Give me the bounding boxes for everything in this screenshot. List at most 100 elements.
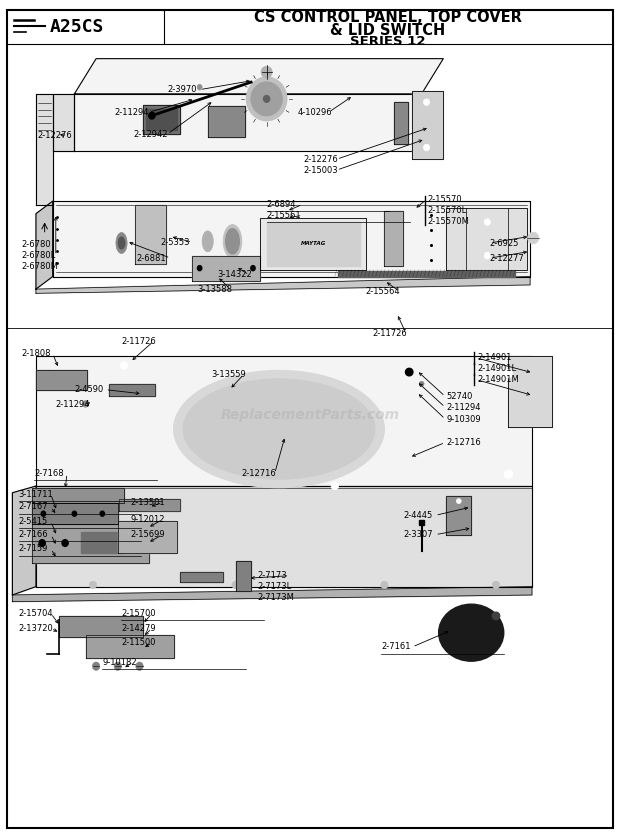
Text: 4-10296: 4-10296 [298, 108, 332, 116]
Polygon shape [384, 211, 403, 266]
Ellipse shape [197, 85, 202, 91]
Text: CS CONTROL PANEL, TOP COVER: CS CONTROL PANEL, TOP COVER [254, 10, 521, 25]
Polygon shape [32, 524, 149, 563]
Text: 52740: 52740 [446, 392, 473, 401]
Text: A25CS: A25CS [50, 18, 104, 36]
Polygon shape [12, 587, 532, 602]
Polygon shape [74, 94, 422, 151]
Text: 3-11711: 3-11711 [19, 490, 53, 499]
Text: 2-15700: 2-15700 [121, 609, 156, 618]
Ellipse shape [118, 237, 125, 249]
Text: 2-15570: 2-15570 [428, 195, 463, 204]
Text: 2-15564: 2-15564 [366, 287, 401, 296]
Text: 2-11726: 2-11726 [121, 337, 156, 345]
Text: 2-1808: 2-1808 [22, 349, 51, 358]
Polygon shape [143, 105, 180, 134]
Ellipse shape [331, 483, 339, 489]
Polygon shape [81, 532, 124, 553]
Polygon shape [135, 205, 166, 264]
Ellipse shape [174, 370, 384, 488]
Text: 2-7173M: 2-7173M [257, 593, 294, 602]
Text: 2-7173L: 2-7173L [257, 582, 291, 591]
Ellipse shape [423, 99, 430, 106]
Text: 2-14901M: 2-14901M [477, 375, 519, 384]
Ellipse shape [39, 540, 45, 546]
Text: 2-13720: 2-13720 [19, 624, 53, 633]
Polygon shape [394, 102, 408, 144]
Text: 2-5353: 2-5353 [160, 238, 190, 246]
Polygon shape [36, 370, 87, 390]
Ellipse shape [251, 82, 282, 116]
Ellipse shape [62, 540, 68, 546]
Ellipse shape [198, 266, 202, 271]
Ellipse shape [484, 219, 490, 225]
Text: 3-14322: 3-14322 [217, 271, 252, 279]
Ellipse shape [89, 582, 97, 588]
Polygon shape [236, 561, 251, 591]
Text: 2-7161: 2-7161 [381, 643, 411, 651]
Ellipse shape [116, 233, 127, 254]
Polygon shape [338, 271, 515, 277]
Text: 2-12277: 2-12277 [490, 254, 525, 262]
Polygon shape [119, 499, 180, 511]
Ellipse shape [528, 232, 539, 244]
Text: 2-6925: 2-6925 [490, 239, 519, 247]
Text: 2-15003: 2-15003 [304, 166, 339, 174]
Polygon shape [86, 635, 174, 658]
Text: 2-15561: 2-15561 [267, 211, 301, 220]
Ellipse shape [492, 582, 500, 588]
Text: 2-7173: 2-7173 [257, 572, 287, 580]
Text: 2-13501: 2-13501 [130, 499, 165, 507]
Ellipse shape [149, 112, 155, 119]
Text: 2-15704: 2-15704 [19, 609, 53, 618]
Polygon shape [192, 256, 260, 281]
Text: 2-4590: 2-4590 [74, 385, 104, 394]
Text: 9-10309: 9-10309 [446, 415, 481, 423]
Text: 2-6881: 2-6881 [136, 254, 166, 262]
Text: 2-12942: 2-12942 [133, 130, 168, 138]
Text: 2-4445: 2-4445 [403, 511, 432, 520]
Polygon shape [412, 91, 443, 159]
Polygon shape [419, 520, 424, 525]
Polygon shape [74, 59, 443, 94]
Ellipse shape [456, 499, 461, 504]
Ellipse shape [504, 470, 513, 478]
Text: 2-11294: 2-11294 [115, 108, 149, 116]
Ellipse shape [120, 362, 128, 370]
Ellipse shape [72, 511, 76, 516]
Ellipse shape [423, 144, 430, 151]
Ellipse shape [202, 230, 213, 252]
Ellipse shape [100, 511, 104, 516]
Text: 3-13588: 3-13588 [197, 285, 232, 293]
Text: 2-12716: 2-12716 [446, 438, 481, 447]
Ellipse shape [82, 401, 89, 407]
Ellipse shape [492, 612, 500, 619]
Polygon shape [180, 572, 223, 582]
Polygon shape [36, 356, 532, 486]
Polygon shape [508, 356, 552, 427]
Ellipse shape [264, 96, 270, 102]
Text: 2-11726: 2-11726 [372, 329, 407, 338]
Text: 2-11294: 2-11294 [446, 403, 481, 411]
Ellipse shape [247, 77, 286, 121]
Ellipse shape [51, 370, 60, 378]
Polygon shape [36, 277, 530, 293]
Polygon shape [53, 94, 74, 151]
Polygon shape [446, 496, 471, 535]
Text: 2-15570M: 2-15570M [428, 217, 470, 225]
Text: ReplacementParts.com: ReplacementParts.com [221, 408, 399, 422]
Text: 2-7167: 2-7167 [19, 503, 48, 511]
Text: MAYTAG: MAYTAG [301, 241, 326, 246]
Polygon shape [108, 384, 155, 396]
Text: 2-14901L: 2-14901L [477, 365, 516, 373]
Text: 2-14901: 2-14901 [477, 354, 512, 362]
Text: 2-15570L: 2-15570L [428, 206, 467, 215]
Text: 2-11500: 2-11500 [121, 639, 156, 647]
Text: 2-6894: 2-6894 [267, 200, 296, 209]
Ellipse shape [92, 662, 100, 670]
Text: 2-7159: 2-7159 [19, 545, 48, 553]
Ellipse shape [261, 66, 272, 78]
Text: 2-6780L: 2-6780L [22, 251, 56, 260]
Text: 2-7168: 2-7168 [34, 469, 64, 478]
Polygon shape [59, 616, 143, 637]
